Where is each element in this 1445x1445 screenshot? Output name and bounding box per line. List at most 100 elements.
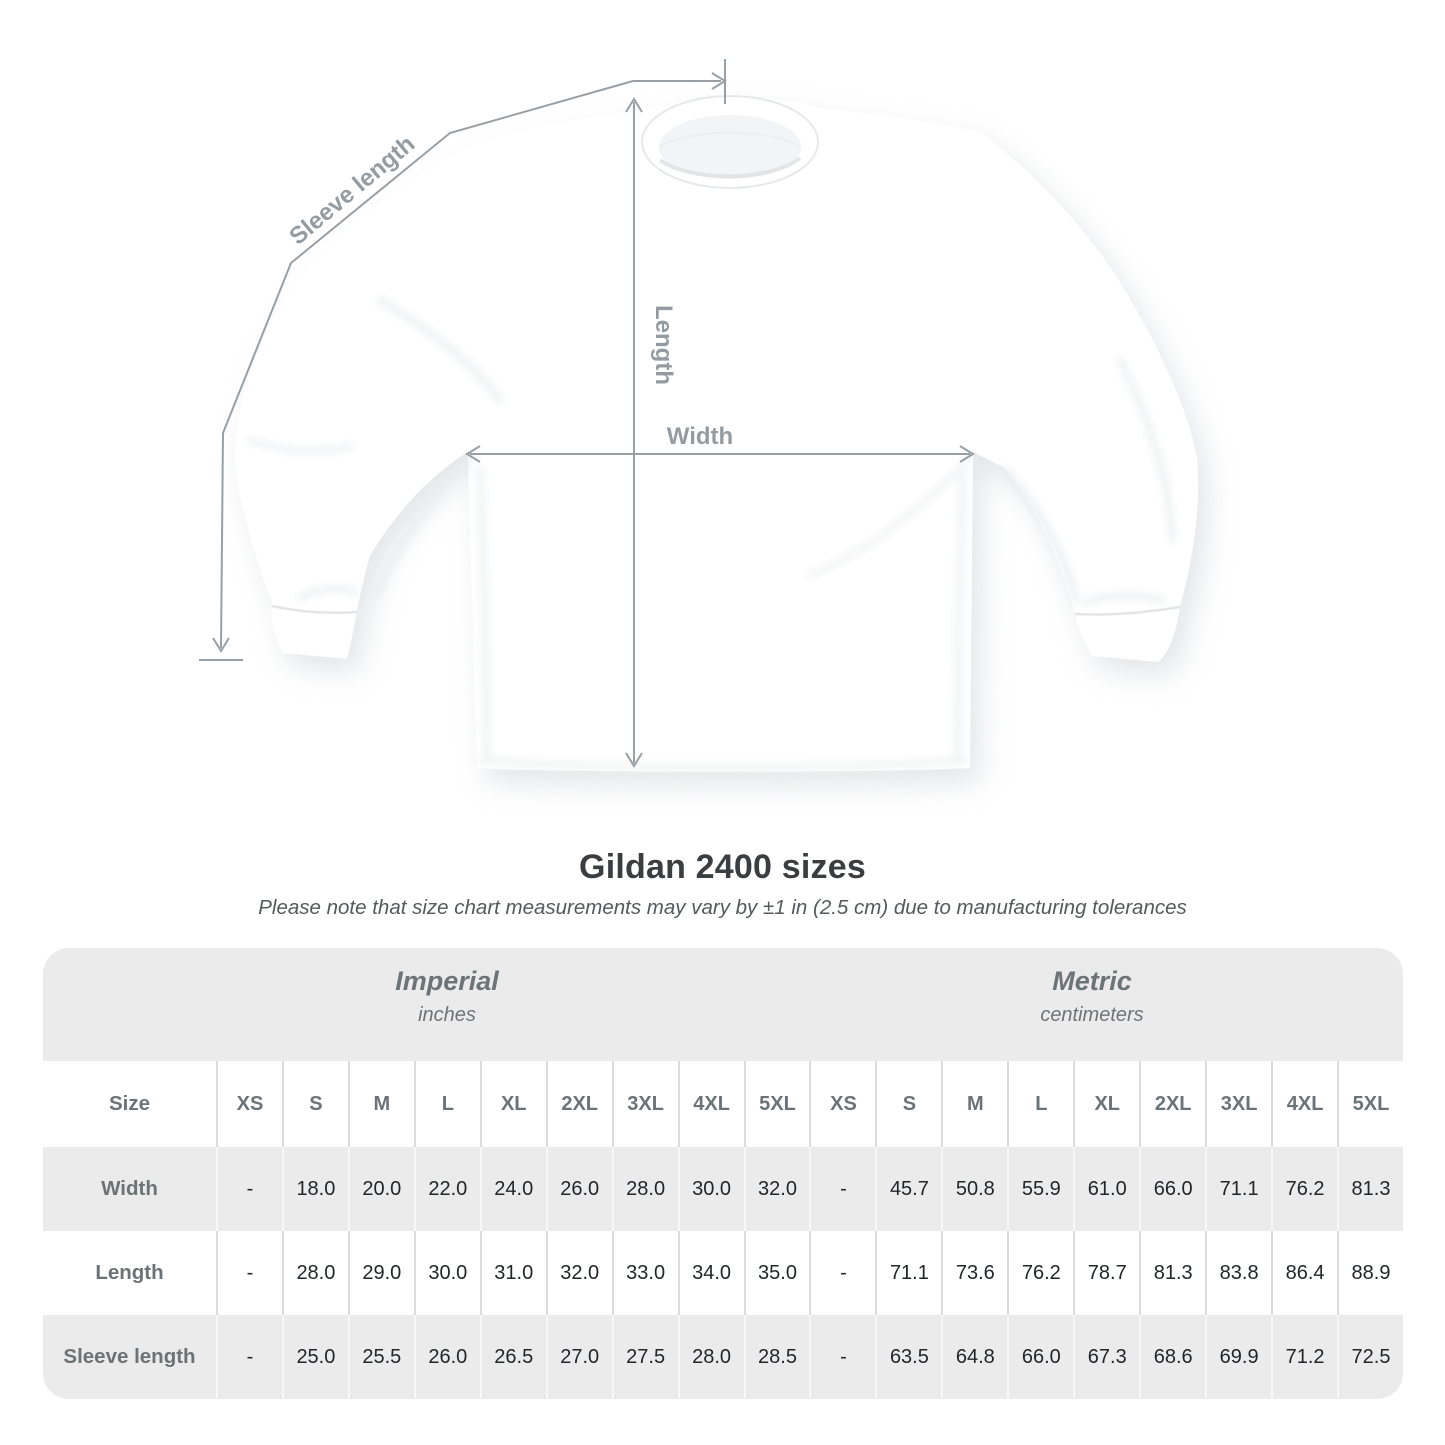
measurement-row-length-cell: 78.7 xyxy=(1073,1231,1139,1315)
arrowhead-down-icon xyxy=(625,752,643,768)
measurement-row-sleeve-length-cell: 66.0 xyxy=(1007,1315,1073,1399)
imperial-unit-label: inches xyxy=(418,1004,476,1026)
measurement-row-sleeve-length-cell: 68.6 xyxy=(1139,1315,1205,1399)
measurement-row-sleeve-length-cell: 26.0 xyxy=(413,1315,480,1399)
metric-label: Metric xyxy=(1052,966,1132,996)
measurement-row-width: Width -18.0 20.0 22.0 24.0 26.0 28.0 30.0 32.0-4… xyxy=(43,1147,1403,1231)
measurement-row-sleeve-length: Sleeve length -25.0 25.5 26.0 26.5 27.0 27.5 28… xyxy=(43,1315,1403,1399)
measurement-row-sleeve-length-cell: 26.5 xyxy=(479,1315,546,1399)
size-header-row-cell: XL xyxy=(479,1061,546,1147)
measurement-row-width-cell: 55.9 xyxy=(1007,1147,1073,1231)
size-header-row-cell: S xyxy=(281,1061,348,1147)
size-header-row-cell: S xyxy=(875,1061,941,1147)
size-header-row-cell: L xyxy=(1007,1061,1073,1147)
imperial-label: Imperial xyxy=(395,966,499,996)
size-header-row-cell: 2XL xyxy=(1139,1061,1205,1147)
measurement-row-sleeve-length-cell: - xyxy=(216,1315,282,1399)
size-header-row-cell: 3XL xyxy=(1205,1061,1271,1147)
measurement-row-sleeve-length-label: Sleeve length xyxy=(63,1345,196,1368)
size-header-row-cell: M xyxy=(347,1061,414,1147)
page-title: Gildan 2400 sizes xyxy=(579,848,866,886)
size-header-row-cell: 4XL xyxy=(677,1061,744,1147)
tolerance-note: Please note that size chart measurements… xyxy=(258,896,1187,919)
measurement-row-length: Length -28.0 29.0 30.0 31.0 32.0 33.0 34.0 35.0-… xyxy=(43,1231,1403,1315)
measurement-row-sleeve-length-cell: 63.5 xyxy=(875,1315,941,1399)
arrowhead-down-icon xyxy=(212,637,230,653)
metric-unit-label: centimeters xyxy=(1040,1004,1144,1026)
measurement-row-length-cell: 86.4 xyxy=(1271,1231,1337,1315)
measurement-row-width-cell: 81.3 xyxy=(1337,1147,1403,1231)
size-header-row-cell: 2XL xyxy=(545,1061,612,1147)
measurement-row-width-cell: 26.0 xyxy=(545,1147,612,1231)
size-header-row-cell: 5XL xyxy=(743,1061,810,1147)
measurement-row-length-cell: 83.8 xyxy=(1205,1231,1271,1315)
size-header-row-cell: 3XL xyxy=(611,1061,678,1147)
measurement-row-length-cell: 81.3 xyxy=(1139,1231,1205,1315)
size-header-row-label: Size xyxy=(108,1092,151,1115)
measurement-row-sleeve-length-cell: 28.0 xyxy=(677,1315,744,1399)
measurement-row-width-cell: 76.2 xyxy=(1271,1147,1337,1231)
measurement-row-width-cell: - xyxy=(216,1147,282,1231)
measurement-row-length-cell: 31.0 xyxy=(479,1231,546,1315)
measurement-row-sleeve-length-cell: 28.5 xyxy=(743,1315,810,1399)
sleeve-length-line xyxy=(220,80,634,649)
measurement-row-length-cell: 71.1 xyxy=(875,1231,941,1315)
measurement-row-length-cell: 30.0 xyxy=(413,1231,480,1315)
size-header-row-cell: XL xyxy=(1073,1061,1139,1147)
size-table: Imperial inches Metric centimeters Size X… xyxy=(43,948,1403,1399)
measurement-row-length-cell: - xyxy=(216,1231,282,1315)
measurement-row-length-label: Length xyxy=(95,1261,164,1284)
measurement-row-sleeve-length-cell: 72.5 xyxy=(1337,1315,1403,1399)
measurement-row-width-cell: - xyxy=(809,1147,875,1231)
measurement-row-length-cell: 28.0 xyxy=(281,1231,348,1315)
measurement-row-width-cell: 20.0 xyxy=(347,1147,414,1231)
measurement-row-width-cell: 45.7 xyxy=(875,1147,941,1231)
unit-group-metric: Metric centimeters xyxy=(1040,966,1143,1027)
measurement-row-width-cell: 66.0 xyxy=(1139,1147,1205,1231)
arrowhead-up-icon xyxy=(625,97,643,113)
measurement-row-length-cell: 32.0 xyxy=(545,1231,612,1315)
measurement-row-length-cell: 88.9 xyxy=(1337,1231,1403,1315)
size-header-row-cell: XS xyxy=(216,1061,282,1147)
size-header-row-cell: 4XL xyxy=(1271,1061,1337,1147)
measurement-row-width-cell: 18.0 xyxy=(281,1147,348,1231)
size-header-row-cell: M xyxy=(941,1061,1007,1147)
size-header-row-cell: L xyxy=(413,1061,480,1147)
unit-band: Imperial inches Metric centimeters xyxy=(43,948,1403,1061)
shirt-diagram: Sleeve length Length Width xyxy=(199,59,1209,786)
measurement-annotations xyxy=(199,59,975,768)
measurement-row-sleeve-length-cell: 25.0 xyxy=(281,1315,348,1399)
left-cuff-seam xyxy=(271,604,358,614)
length-label: Length xyxy=(650,305,677,385)
measurement-row-width-cell: 22.0 xyxy=(413,1147,480,1231)
measurement-row-length-cell: 73.6 xyxy=(941,1231,1007,1315)
measurement-row-width-cell: 24.0 xyxy=(479,1147,546,1231)
width-label: Width xyxy=(667,423,733,450)
size-header-row-cell: XS xyxy=(809,1061,875,1147)
measurement-row-length-cell: 29.0 xyxy=(347,1231,414,1315)
measurement-row-width-cell: 28.0 xyxy=(611,1147,678,1231)
measurement-row-sleeve-length-cell: - xyxy=(809,1315,875,1399)
unit-group-imperial: Imperial inches xyxy=(395,966,499,1027)
measurement-row-sleeve-length-cell: 25.5 xyxy=(347,1315,414,1399)
right-cuff-seam xyxy=(1074,605,1181,616)
measurement-row-width-label: Width xyxy=(101,1177,158,1200)
collar xyxy=(641,95,819,189)
arrowhead-left-icon xyxy=(465,445,481,463)
fabric-shading xyxy=(247,296,1176,771)
shirt-illustration xyxy=(234,95,1199,772)
measurement-row-length-cell: 34.0 xyxy=(677,1231,744,1315)
size-header-row: Size XS S M L XL 2XL 3XL 4XL 5XL XS S M L XL 2XL 3XL 4XL 5… xyxy=(43,1061,1403,1147)
measurement-row-length-cell: 35.0 xyxy=(743,1231,810,1315)
size-grid: Size XS S M L XL 2XL 3XL 4XL 5XL XS S M L XL 2XL 3XL 4XL 5… xyxy=(43,1061,1403,1399)
measurement-row-sleeve-length-cell: 67.3 xyxy=(1073,1315,1139,1399)
measurement-row-width-cell: 30.0 xyxy=(677,1147,744,1231)
measurement-row-sleeve-length-cell: 69.9 xyxy=(1205,1315,1271,1399)
size-header-row-cell: 5XL xyxy=(1337,1061,1403,1147)
arrowhead-right-icon xyxy=(959,445,975,463)
measurement-row-width-cell: 71.1 xyxy=(1205,1147,1271,1231)
measurement-row-sleeve-length-cell: 27.5 xyxy=(611,1315,678,1399)
measurement-row-length-cell: - xyxy=(809,1231,875,1315)
measurement-row-width-cell: 32.0 xyxy=(743,1147,810,1231)
